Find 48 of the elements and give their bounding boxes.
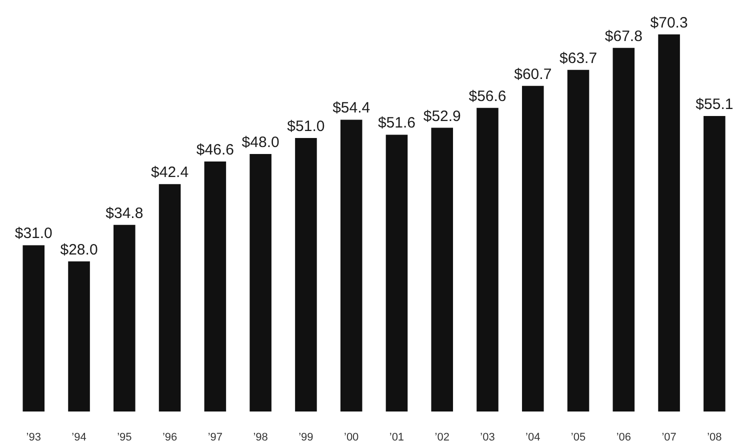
bar xyxy=(204,162,226,412)
x-tick-label: ’03 xyxy=(480,432,495,444)
x-tick-label: ’02 xyxy=(434,432,450,444)
x-tick-label: ’99 xyxy=(298,432,314,444)
bar xyxy=(250,154,272,412)
data-label: $56.6 xyxy=(468,88,506,105)
bar xyxy=(658,34,680,412)
bar xyxy=(704,116,726,412)
bar xyxy=(431,128,454,412)
bar xyxy=(158,184,181,412)
x-tick-label: ’05 xyxy=(570,432,586,444)
bar xyxy=(295,138,317,412)
bar xyxy=(386,134,408,412)
data-label: $51.0 xyxy=(287,118,325,135)
x-tick-label: ’00 xyxy=(344,432,359,444)
bar xyxy=(68,261,90,412)
data-label: $54.4 xyxy=(332,100,370,117)
x-tick-label: ’04 xyxy=(526,432,540,444)
bar xyxy=(567,70,590,412)
data-label: $60.7 xyxy=(514,66,552,83)
x-tick-label: ’01 xyxy=(389,432,404,444)
bar xyxy=(612,48,635,412)
x-tick-label: ’93 xyxy=(26,432,41,444)
bar xyxy=(340,120,362,412)
data-label: $42.4 xyxy=(151,164,189,182)
x-tick-label: ’96 xyxy=(162,432,178,444)
bar xyxy=(114,224,136,412)
x-tick-label: ’95 xyxy=(117,432,132,444)
data-label: $52.9 xyxy=(423,108,461,125)
x-tick-label: ’06 xyxy=(616,432,632,444)
data-label: $67.8 xyxy=(604,28,642,45)
x-tick-label: ’08 xyxy=(707,432,722,444)
data-label: $31.0 xyxy=(14,225,52,242)
data-label: $28.0 xyxy=(60,241,98,258)
x-tick-label: ’94 xyxy=(72,432,86,444)
x-tick-label: ’07 xyxy=(662,432,676,444)
data-label: $63.7 xyxy=(560,50,598,67)
data-label: $51.6 xyxy=(378,114,416,132)
data-label: $70.3 xyxy=(650,14,688,32)
bar xyxy=(522,86,544,412)
x-tick-label: ’97 xyxy=(208,432,223,444)
bar xyxy=(476,108,498,412)
data-label: $46.6 xyxy=(196,142,234,159)
x-tick-label: ’98 xyxy=(253,432,268,444)
bar xyxy=(22,245,45,412)
data-label: $34.8 xyxy=(106,204,144,222)
data-label: $55.1 xyxy=(696,96,733,113)
data-label: $48.0 xyxy=(242,134,280,152)
